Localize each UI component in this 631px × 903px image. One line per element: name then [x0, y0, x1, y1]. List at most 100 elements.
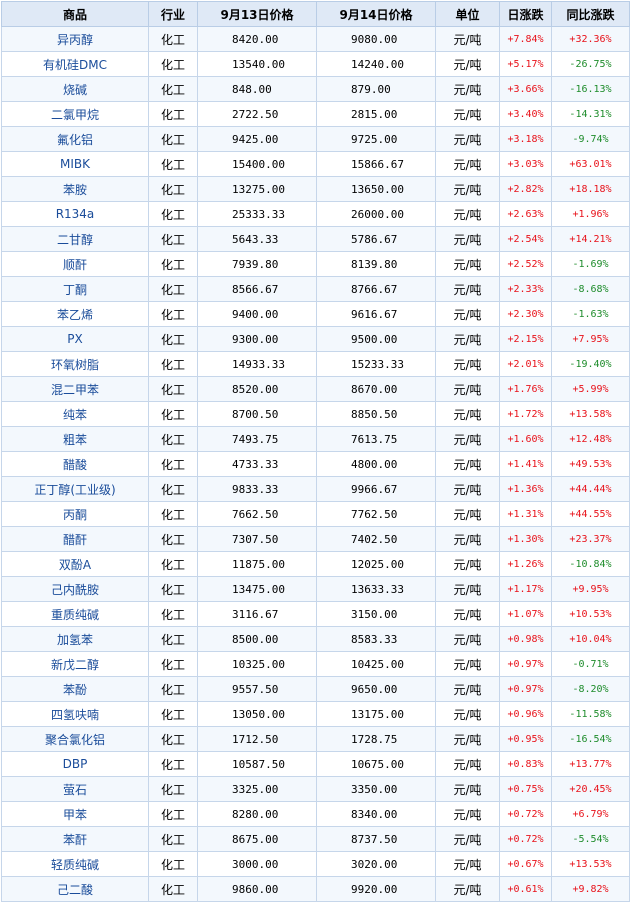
price-sep13: 15400.00 — [197, 151, 317, 177]
product-name[interactable]: 异丙醇 — [1, 26, 149, 52]
price-sep14: 9080.00 — [316, 26, 436, 52]
product-name[interactable]: 有机硅DMC — [1, 51, 149, 77]
unit: 元/吨 — [435, 776, 500, 802]
product-name[interactable]: 苯酚 — [1, 676, 149, 702]
product-name[interactable]: 环氧树脂 — [1, 351, 149, 377]
product-name[interactable]: 聚合氯化铝 — [1, 726, 149, 752]
product-name[interactable]: 甲苯 — [1, 801, 149, 827]
product-name[interactable]: 苯胺 — [1, 176, 149, 202]
daily-change: +0.83% — [499, 751, 552, 777]
product-name[interactable]: 烧碱 — [1, 76, 149, 102]
product-name[interactable]: 顺酐 — [1, 251, 149, 277]
industry: 化工 — [148, 801, 198, 827]
industry: 化工 — [148, 851, 198, 877]
daily-change: +0.72% — [499, 801, 552, 827]
table-row: 纯苯 化工 8700.50 8850.50 元/吨 +1.72% +13.58% — [1, 401, 630, 427]
product-name[interactable]: 加氢苯 — [1, 626, 149, 652]
unit: 元/吨 — [435, 726, 500, 752]
table-row: 聚合氯化铝 化工 1712.50 1728.75 元/吨 +0.95% -16.54% — [1, 726, 630, 752]
product-name[interactable]: 正丁醇(工业级) — [1, 476, 149, 502]
daily-change: +1.26% — [499, 551, 552, 577]
unit: 元/吨 — [435, 651, 500, 677]
price-sep13: 3000.00 — [197, 851, 317, 877]
price-sep13: 3116.67 — [197, 601, 317, 627]
price-sep14: 8766.67 — [316, 276, 436, 302]
product-name[interactable]: 混二甲苯 — [1, 376, 149, 402]
product-name[interactable]: 苯酐 — [1, 826, 149, 852]
product-name[interactable]: 二甘醇 — [1, 226, 149, 252]
price-sep14: 13175.00 — [316, 701, 436, 727]
header-daily-change[interactable]: 日涨跌 — [499, 1, 552, 27]
daily-change: +2.63% — [499, 201, 552, 227]
unit: 元/吨 — [435, 601, 500, 627]
product-name[interactable]: 萤石 — [1, 776, 149, 802]
daily-change: +0.61% — [499, 876, 552, 902]
yoy-change: +13.58% — [551, 401, 630, 427]
product-name[interactable]: 丙酮 — [1, 501, 149, 527]
price-sep14: 10425.00 — [316, 651, 436, 677]
yoy-change: +7.95% — [551, 326, 630, 352]
unit: 元/吨 — [435, 101, 500, 127]
header-yoy-change[interactable]: 同比涨跌 — [551, 1, 630, 27]
product-name[interactable]: 醋酐 — [1, 526, 149, 552]
price-sep14: 3020.00 — [316, 851, 436, 877]
daily-change: +2.15% — [499, 326, 552, 352]
price-sep14: 15866.67 — [316, 151, 436, 177]
table-row: 新戊二醇 化工 10325.00 10425.00 元/吨 +0.97% -0.71% — [1, 651, 630, 677]
price-sep13: 8566.67 — [197, 276, 317, 302]
price-sep14: 15233.33 — [316, 351, 436, 377]
price-sep14: 8850.50 — [316, 401, 436, 427]
unit: 元/吨 — [435, 851, 500, 877]
product-name[interactable]: 己二酸 — [1, 876, 149, 902]
industry: 化工 — [148, 51, 198, 77]
price-sep14: 9650.00 — [316, 676, 436, 702]
product-name[interactable]: 丁酮 — [1, 276, 149, 302]
product-name[interactable]: 醋酸 — [1, 451, 149, 477]
product-name[interactable]: 二氯甲烷 — [1, 101, 149, 127]
daily-change: +2.30% — [499, 301, 552, 327]
yoy-change: -8.68% — [551, 276, 630, 302]
industry: 化工 — [148, 451, 198, 477]
product-name[interactable]: 轻质纯碱 — [1, 851, 149, 877]
product-name[interactable]: 新戊二醇 — [1, 651, 149, 677]
product-name[interactable]: 粗苯 — [1, 426, 149, 452]
price-sep14: 8670.00 — [316, 376, 436, 402]
yoy-change: +14.21% — [551, 226, 630, 252]
table-row: R134a 化工 25333.33 26000.00 元/吨 +2.63% +1.96% — [1, 201, 630, 227]
header-product[interactable]: 商品 — [1, 1, 149, 27]
product-name[interactable]: 重质纯碱 — [1, 601, 149, 627]
industry: 化工 — [148, 376, 198, 402]
unit: 元/吨 — [435, 51, 500, 77]
yoy-change: +49.53% — [551, 451, 630, 477]
unit: 元/吨 — [435, 151, 500, 177]
table-row: 苯酐 化工 8675.00 8737.50 元/吨 +0.72% -5.54% — [1, 826, 630, 852]
table-row: DBP 化工 10587.50 10675.00 元/吨 +0.83% +13.77% — [1, 751, 630, 777]
table-row: 甲苯 化工 8280.00 8340.00 元/吨 +0.72% +6.79% — [1, 801, 630, 827]
price-sep13: 2722.50 — [197, 101, 317, 127]
price-sep13: 7939.80 — [197, 251, 317, 277]
yoy-change: +13.77% — [551, 751, 630, 777]
price-sep14: 3350.00 — [316, 776, 436, 802]
product-name[interactable]: 己内酰胺 — [1, 576, 149, 602]
price-sep13: 9860.00 — [197, 876, 317, 902]
product-name[interactable]: 氟化铝 — [1, 126, 149, 152]
price-sep14: 879.00 — [316, 76, 436, 102]
product-name[interactable]: DBP — [1, 751, 149, 777]
daily-change: +1.30% — [499, 526, 552, 552]
yoy-change: +13.53% — [551, 851, 630, 877]
industry: 化工 — [148, 101, 198, 127]
yoy-change: +10.53% — [551, 601, 630, 627]
header-price-sep14[interactable]: 9月14日价格 — [316, 1, 436, 27]
product-name[interactable]: R134a — [1, 201, 149, 227]
product-name[interactable]: 四氢呋喃 — [1, 701, 149, 727]
daily-change: +1.31% — [499, 501, 552, 527]
product-name[interactable]: 苯乙烯 — [1, 301, 149, 327]
product-name[interactable]: 纯苯 — [1, 401, 149, 427]
header-industry[interactable]: 行业 — [148, 1, 198, 27]
header-unit[interactable]: 单位 — [435, 1, 500, 27]
product-name[interactable]: PX — [1, 326, 149, 352]
header-price-sep13[interactable]: 9月13日价格 — [197, 1, 317, 27]
yoy-change: +1.96% — [551, 201, 630, 227]
product-name[interactable]: MIBK — [1, 151, 149, 177]
product-name[interactable]: 双酚A — [1, 551, 149, 577]
